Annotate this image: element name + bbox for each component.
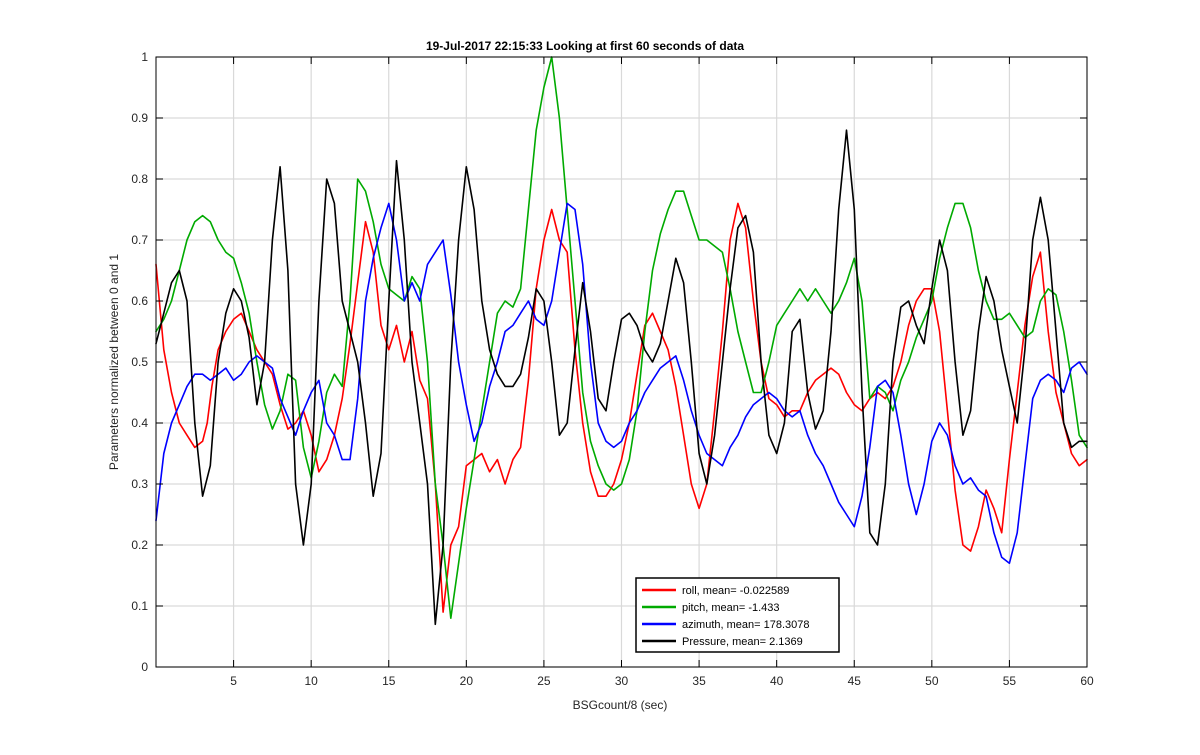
y-tick-label: 0.6 (131, 294, 148, 308)
y-tick-label: 0.7 (131, 233, 148, 247)
y-tick-label: 0 (141, 660, 148, 674)
legend-entry: roll, mean= -0.022589 (682, 585, 789, 597)
x-tick-label: 20 (460, 674, 474, 688)
y-tick-label: 1 (141, 50, 148, 64)
y-tick-label: 0.2 (131, 538, 148, 552)
x-tick-label: 35 (692, 674, 706, 688)
x-axis-label: BSGcount/8 (sec) (573, 698, 668, 712)
y-tick-label: 0.1 (131, 599, 148, 613)
y-tick-label: 0.3 (131, 477, 148, 491)
y-tick-label: 0.5 (131, 355, 148, 369)
series-line-azimuth (155, 202, 1088, 565)
series-line-roll (155, 202, 1088, 613)
y-tick-label: 0.4 (131, 416, 148, 430)
legend-entry: Pressure, mean= 2.1369 (682, 636, 803, 648)
x-tick-label: 15 (382, 674, 396, 688)
y-axis-label: Parameters normalized between 0 and 1 (107, 254, 121, 470)
x-tick-label: 10 (304, 674, 318, 688)
x-tick-label: 50 (925, 674, 939, 688)
x-tick-label: 60 (1080, 674, 1094, 688)
x-tick-label: 5 (230, 674, 237, 688)
x-tick-label: 45 (848, 674, 862, 688)
y-tick-label: 0.9 (131, 111, 148, 125)
chart-title: 19-Jul-2017 22:15:33 Looking at first 60… (426, 39, 744, 53)
y-tick-label: 0.8 (131, 172, 148, 186)
series-lines (155, 56, 1088, 626)
x-tick-label: 55 (1003, 674, 1017, 688)
legend: roll, mean= -0.022589 pitch, mean= -1.433… (635, 577, 840, 653)
x-tick-label: 40 (770, 674, 784, 688)
series-line-pressure (155, 129, 1088, 626)
axis-ticks: 5 10 15 20 25 30 35 40 45 50 55 60 0 0.1 0.2 0.3 0.4 0.5 0… (131, 50, 1094, 688)
legend-entry: pitch, mean= -1.433 (682, 602, 780, 614)
legend-entry: azimuth, mean= 178.3078 (682, 619, 810, 631)
x-tick-label: 25 (537, 674, 551, 688)
x-tick-label: 30 (615, 674, 629, 688)
